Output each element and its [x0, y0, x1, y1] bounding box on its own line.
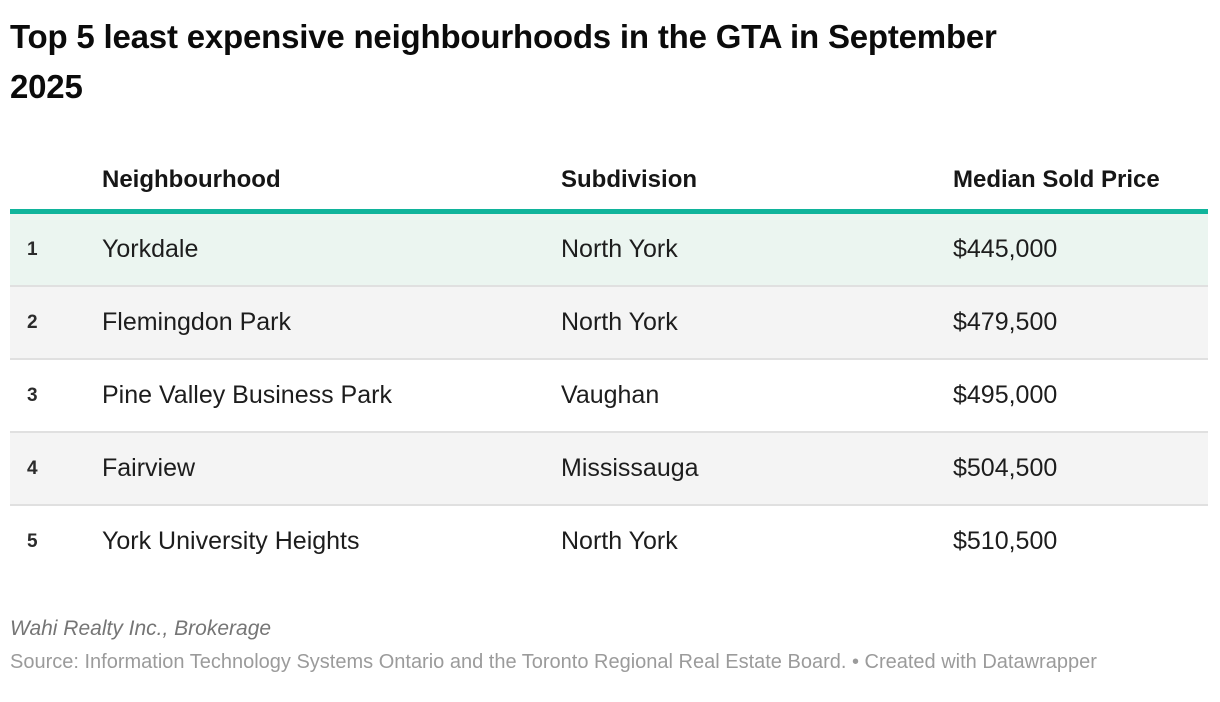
price-cell: $504,500: [953, 454, 1058, 482]
price-cell: $510,500: [953, 527, 1058, 555]
header-subdivision: Subdivision: [561, 166, 698, 193]
neighbourhood-cell: York University Heights: [102, 527, 360, 555]
page-title: Top 5 least expensive neighbourhoods in …: [10, 18, 997, 105]
table-row: 2 Flemingdon Park North York $479,500: [10, 286, 1208, 359]
table-row: 4 Fairview Mississauga $504,500: [10, 432, 1208, 505]
header-rank-spacer: [10, 166, 102, 212]
price-cell: $495,000: [953, 381, 1058, 409]
subdivision-cell: Mississauga: [561, 454, 699, 482]
rank-cell: 2: [27, 311, 38, 333]
table-body: 1 Yorkdale North York $445,000 2 Fleming…: [10, 211, 1208, 578]
rank-cell: 3: [27, 384, 38, 406]
price-cell: $445,000: [953, 235, 1058, 263]
neighbourhood-cell: Flemingdon Park: [102, 308, 291, 336]
source-line: Source: Information Technology Systems O…: [10, 651, 1097, 673]
table-row: 5 York University Heights North York $51…: [10, 505, 1208, 577]
table-row: 1 Yorkdale North York $445,000: [10, 211, 1208, 286]
rank-cell: 1: [27, 238, 38, 260]
subdivision-cell: North York: [561, 308, 678, 336]
neighbourhood-cell: Yorkdale: [102, 235, 199, 263]
data-table: Neighbourhood Subdivision Median Sold Pr…: [10, 166, 1208, 577]
rank-cell: 5: [27, 530, 38, 552]
byline: Wahi Realty Inc., Brokerage: [10, 617, 272, 640]
rank-cell: 4: [27, 457, 38, 479]
table-row: 3 Pine Valley Business Park Vaughan $495…: [10, 359, 1208, 432]
price-cell: $479,500: [953, 308, 1058, 336]
subdivision-cell: North York: [561, 527, 678, 555]
neighbourhood-cell: Pine Valley Business Park: [102, 381, 392, 409]
header-neighbourhood: Neighbourhood: [102, 166, 281, 193]
table-header-row: Neighbourhood Subdivision Median Sold Pr…: [10, 166, 1208, 212]
subdivision-cell: North York: [561, 235, 678, 263]
neighbourhood-cell: Fairview: [102, 454, 196, 482]
chart-footer: Wahi Realty Inc., Brokerage Source: Info…: [10, 617, 1208, 674]
header-median-sold-price: Median Sold Price: [953, 166, 1160, 193]
subdivision-cell: Vaughan: [561, 381, 660, 409]
